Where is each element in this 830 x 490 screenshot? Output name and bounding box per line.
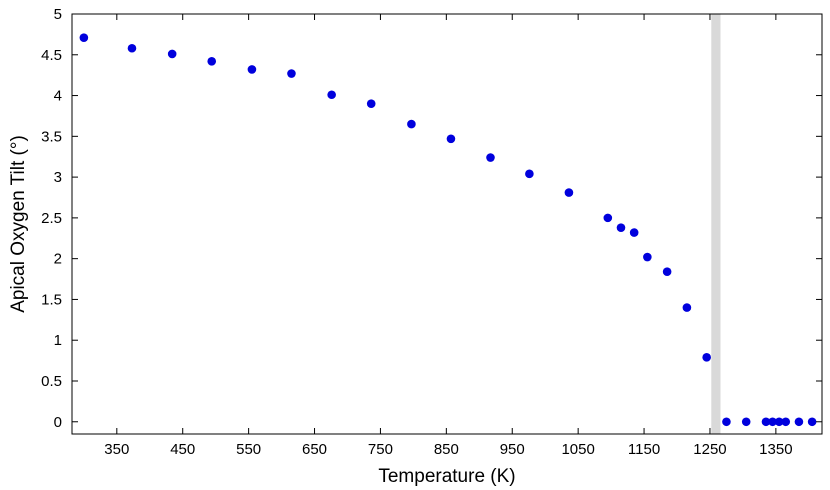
y-tick-label: 4.5 <box>41 47 62 64</box>
data-point <box>629 228 639 237</box>
data-point <box>768 417 777 427</box>
data-point <box>682 303 692 312</box>
data-point <box>662 267 672 277</box>
data-point <box>79 33 89 42</box>
data-point <box>616 223 626 232</box>
plot-frame <box>71 13 823 435</box>
y-axis: 0 0.5 1 1.5 2 2.5 3 3.5 4 4.5 5 <box>41 6 822 431</box>
y-tick-label: 4 <box>54 88 62 105</box>
x-tick-label: 650 <box>302 441 327 458</box>
x-tick-label: 1250 <box>693 441 726 458</box>
data-point <box>702 353 711 362</box>
data-point <box>761 417 771 427</box>
data-point <box>247 65 257 74</box>
y-tick-label: 3.5 <box>41 128 62 145</box>
y-tick-label: 0 <box>54 414 62 431</box>
data-point <box>807 417 817 427</box>
x-tick-label: 1350 <box>759 441 792 458</box>
shaded-band-layer <box>711 14 721 434</box>
data-point <box>741 417 751 427</box>
data-point <box>207 57 217 66</box>
data-point <box>525 169 534 179</box>
data-point <box>407 119 416 129</box>
y-tick-label: 2 <box>54 251 62 268</box>
data-point <box>327 90 336 100</box>
x-tick-label: 750 <box>368 441 393 458</box>
data-point <box>446 134 456 144</box>
transition-band <box>711 14 721 434</box>
x-tick-label: 950 <box>500 441 525 458</box>
data-point <box>564 188 574 197</box>
data-point <box>781 417 791 427</box>
y-tick-label: 5 <box>54 6 62 23</box>
y-tick-label: 2.5 <box>41 210 62 227</box>
data-point <box>603 213 613 223</box>
data-point <box>774 417 784 427</box>
data-point <box>722 417 731 427</box>
data-point <box>366 99 376 109</box>
data-point <box>287 69 296 78</box>
x-axis-title: Temperature (K) <box>378 466 515 487</box>
x-tick-label: 450 <box>170 441 195 458</box>
data-point <box>486 153 495 162</box>
x-tick-label: 1150 <box>628 441 660 458</box>
data-point <box>167 49 177 59</box>
x-tick-label: 550 <box>236 441 261 458</box>
data-point <box>127 43 137 53</box>
y-tick-label: 1.5 <box>41 291 62 308</box>
data-points-layer <box>79 33 817 427</box>
y-tick-label: 3 <box>54 169 62 186</box>
data-point <box>643 252 652 262</box>
y-tick-label: 0.5 <box>41 373 62 390</box>
data-point <box>794 417 804 427</box>
x-tick-label: 850 <box>434 441 459 458</box>
y-tick-label: 1 <box>54 332 62 349</box>
y-axis-title: Apical Oxygen Tilt (°) <box>8 135 29 313</box>
x-tick-label: 350 <box>104 441 129 458</box>
x-axis: 350 450 550 650 750 850 950 1050 1150 1250 1350 <box>104 14 793 458</box>
x-tick-label: 1050 <box>561 441 594 458</box>
